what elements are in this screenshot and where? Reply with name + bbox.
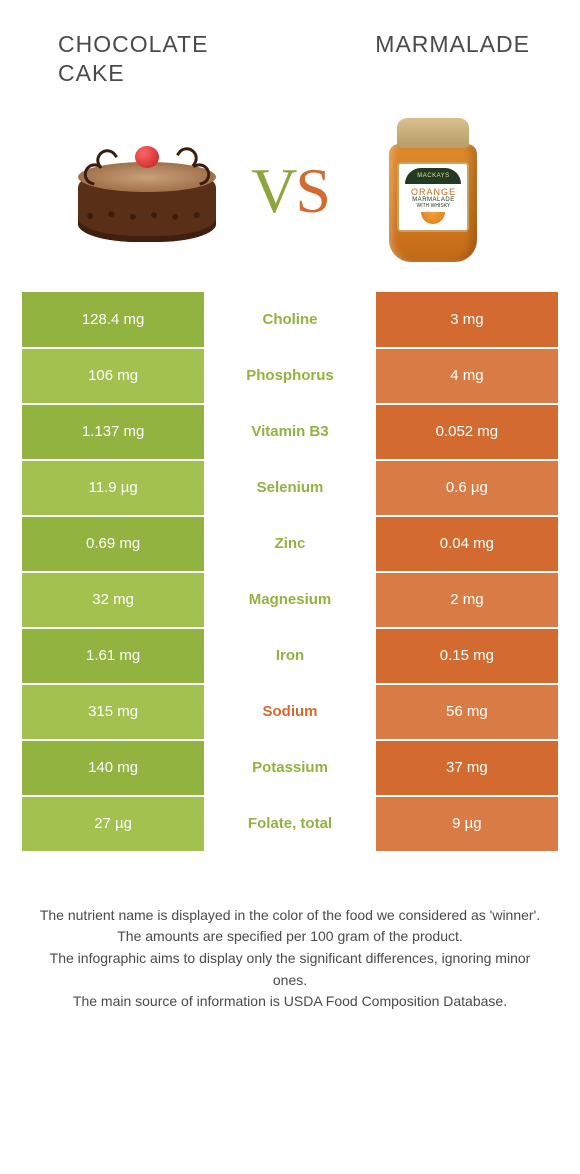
jar-label-line1: ORANGE [411, 187, 456, 197]
nutrient-name: Vitamin B3 [204, 404, 376, 460]
table-row: 140 mgPotassium37 mg [22, 740, 558, 796]
table-row: 32 mgMagnesium2 mg [22, 572, 558, 628]
left-value: 27 µg [22, 796, 204, 852]
titles-row: CHOCOLATE CAKE MARMALADE [22, 0, 558, 106]
right-value: 4 mg [376, 348, 558, 404]
left-value: 32 mg [22, 572, 204, 628]
jar-brand: MACKAYS [405, 168, 461, 184]
table-row: 315 mgSodium56 mg [22, 684, 558, 740]
left-food-title: CHOCOLATE CAKE [32, 30, 294, 88]
nutrient-name: Choline [204, 292, 376, 348]
nutrient-name: Selenium [204, 460, 376, 516]
nutrient-name: Potassium [204, 740, 376, 796]
right-food-image: MACKAYS ORANGE MARMALADE WITH WHISKY [339, 116, 528, 266]
vs-s: S [295, 155, 329, 226]
nutrient-name: Folate, total [204, 796, 376, 852]
footer-notes: The nutrient name is displayed in the co… [22, 853, 558, 1053]
right-value: 0.15 mg [376, 628, 558, 684]
right-value: 0.052 mg [376, 404, 558, 460]
footer-line-4: The main source of information is USDA F… [34, 991, 546, 1013]
table-row: 106 mgPhosphorus4 mg [22, 348, 558, 404]
right-value: 37 mg [376, 740, 558, 796]
left-value: 315 mg [22, 684, 204, 740]
vs-v: V [251, 155, 295, 226]
left-value: 1.137 mg [22, 404, 204, 460]
left-title-line1: CHOCOLATE [58, 31, 208, 57]
jar-label-line3: WITH WHISKY [417, 203, 451, 209]
left-value: 128.4 mg [22, 292, 204, 348]
left-food-image [52, 126, 241, 256]
table-row: 0.69 mgZinc0.04 mg [22, 516, 558, 572]
footer-line-3: The infographic aims to display only the… [34, 948, 546, 991]
nutrient-name: Sodium [204, 684, 376, 740]
nutrient-name: Zinc [204, 516, 376, 572]
right-food-title: MARMALADE [294, 30, 548, 88]
right-value: 56 mg [376, 684, 558, 740]
nutrient-name: Magnesium [204, 572, 376, 628]
hero-row: VS MACKAYS ORANGE MARMALADE WITH WHISKY [22, 106, 558, 292]
nutrition-table: 128.4 mgCholine3 mg106 mgPhosphorus4 mg1… [22, 292, 558, 853]
table-row: 1.61 mgIron0.15 mg [22, 628, 558, 684]
left-title-line2: CAKE [58, 60, 125, 86]
jar-icon: MACKAYS ORANGE MARMALADE WITH WHISKY [383, 116, 483, 266]
footer-line-2: The amounts are specified per 100 gram o… [34, 926, 546, 948]
right-value: 0.6 µg [376, 460, 558, 516]
cake-icon [72, 126, 222, 256]
left-value: 140 mg [22, 740, 204, 796]
right-value: 2 mg [376, 572, 558, 628]
table-row: 11.9 µgSelenium0.6 µg [22, 460, 558, 516]
table-row: 128.4 mgCholine3 mg [22, 292, 558, 348]
nutrient-name: Phosphorus [204, 348, 376, 404]
left-value: 106 mg [22, 348, 204, 404]
table-row: 1.137 mgVitamin B30.052 mg [22, 404, 558, 460]
left-value: 1.61 mg [22, 628, 204, 684]
table-row: 27 µgFolate, total9 µg [22, 796, 558, 852]
left-value: 11.9 µg [22, 460, 204, 516]
right-value: 9 µg [376, 796, 558, 852]
right-value: 0.04 mg [376, 516, 558, 572]
footer-line-1: The nutrient name is displayed in the co… [34, 905, 546, 927]
nutrient-name: Iron [204, 628, 376, 684]
left-value: 0.69 mg [22, 516, 204, 572]
right-value: 3 mg [376, 292, 558, 348]
vs-label: VS [251, 154, 329, 228]
